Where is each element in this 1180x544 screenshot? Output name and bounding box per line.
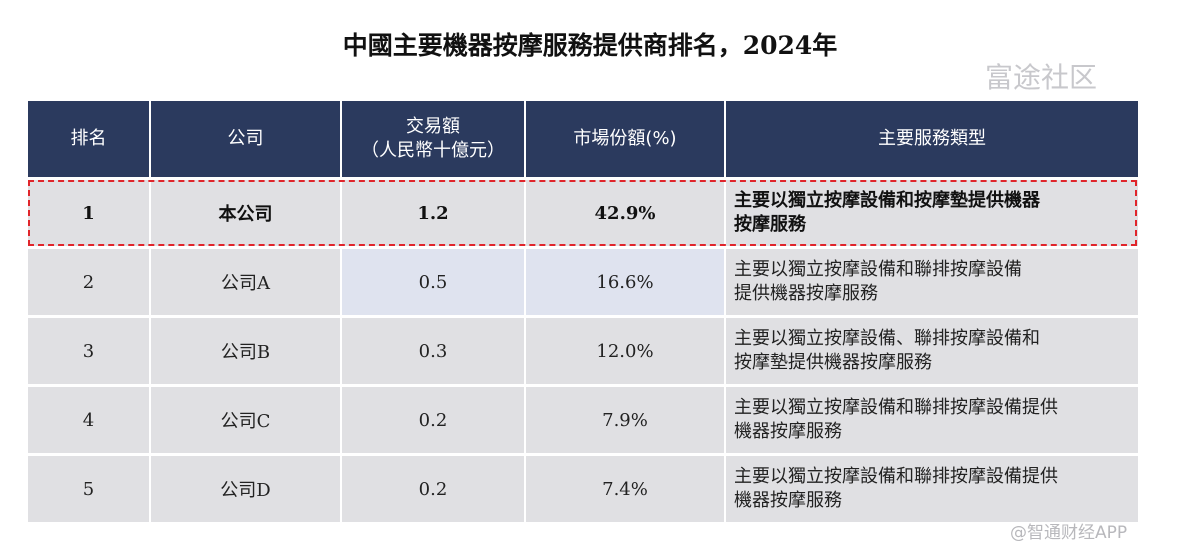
company-cell: 本公司 bbox=[151, 180, 340, 246]
service-line: 提供機器按摩服務 bbox=[734, 283, 878, 304]
rank-cell: 2 bbox=[28, 249, 149, 315]
company-cell: 公司A bbox=[151, 249, 340, 315]
rank-cell: 3 bbox=[28, 318, 149, 384]
value-cell: 1.2 bbox=[342, 180, 524, 246]
header-share: 市場份額(%) bbox=[526, 101, 724, 177]
table-row: 1 本公司 1.2 42.9% 主要以獨立按摩設備和按摩墊提供機器 按摩服務 bbox=[28, 180, 1138, 246]
value-cell: 0.3 bbox=[342, 318, 524, 384]
service-line: 主要以獨立按摩設備和聯排按摩設備 bbox=[734, 259, 1022, 280]
service-line: 機器按摩服務 bbox=[734, 490, 842, 511]
header-value: 交易額 （人民幣十億元） bbox=[342, 101, 524, 177]
share-cell: 16.6% bbox=[526, 249, 724, 315]
table-row: 3 公司B 0.3 12.0% 主要以獨立按摩設備、聯排按摩設備和 按摩墊提供機器按摩服務 bbox=[28, 318, 1138, 384]
header-service: 主要服務類型 bbox=[726, 101, 1138, 177]
service-line: 主要以獨立按摩設備、聯排按摩設備和 bbox=[734, 328, 1040, 349]
service-cell: 主要以獨立按摩設備、聯排按摩設備和 按摩墊提供機器按摩服務 bbox=[726, 318, 1138, 384]
service-line: 按摩服務 bbox=[734, 214, 806, 235]
company-cell: 公司B bbox=[151, 318, 340, 384]
service-cell: 主要以獨立按摩設備和聯排按摩設備提供機器按摩服務 bbox=[726, 456, 1138, 522]
service-line: 機器按摩服務 bbox=[734, 421, 842, 442]
service-line: 主要以獨立按摩設備和聯排按摩設備提供 bbox=[734, 466, 1058, 487]
rank-cell: 5 bbox=[28, 456, 149, 522]
service-cell: 主要以獨立按摩設備和聯排按摩設備提供機器按摩服務 bbox=[726, 249, 1138, 315]
service-cell: 主要以獨立按摩設備和聯排按摩設備提供機器按摩服務 bbox=[726, 387, 1138, 453]
watermark: @智通财经APP bbox=[1010, 523, 1128, 543]
service-cell: 主要以獨立按摩設備和按摩墊提供機器 按摩服務 bbox=[726, 180, 1138, 246]
share-cell: 7.9% bbox=[526, 387, 724, 453]
table-header: 排名 公司 交易額 （人民幣十億元） 市場份額(%) 主要服務類型 bbox=[28, 101, 1138, 177]
header-value-unit: （人民幣十億元） bbox=[361, 140, 505, 161]
header-company: 公司 bbox=[151, 101, 340, 177]
service-line: 主要以獨立按摩設備和按摩墊提供機器 bbox=[734, 190, 1040, 211]
page-title: 中國主要機器按摩服務提供商排名，2024年 bbox=[342, 31, 838, 60]
watermark: 富途社区 bbox=[985, 61, 1098, 94]
service-line: 按摩墊提供機器按摩服務 bbox=[734, 352, 932, 373]
header-rank: 排名 bbox=[28, 101, 149, 177]
rank-cell: 1 bbox=[28, 180, 149, 246]
value-cell: 0.2 bbox=[342, 456, 524, 522]
share-cell: 42.9% bbox=[526, 180, 724, 246]
value-cell: 0.2 bbox=[342, 387, 524, 453]
share-cell: 12.0% bbox=[526, 318, 724, 384]
table-row: 4 公司C 0.2 7.9% 主要以獨立按摩設備和聯排按摩設備提供 機器按摩服務 bbox=[28, 387, 1138, 453]
company-cell: 公司D bbox=[151, 456, 340, 522]
header-value-label: 交易額 bbox=[406, 116, 460, 137]
share-cell: 7.4% bbox=[526, 456, 724, 522]
company-cell: 公司C bbox=[151, 387, 340, 453]
table-row: 5 公司D 0.2 7.4% 主要以獨立按摩設備和聯排按摩設備提供 機器按摩服務 bbox=[28, 456, 1138, 522]
table-row: 2 公司A 0.5 16.6% 主要以獨立按摩設備和聯排按摩設備 提供機器按摩服務 bbox=[28, 249, 1138, 315]
value-cell: 0.5 bbox=[342, 249, 524, 315]
ranking-table: 排名 公司 交易額 （人民幣十億元） 市場份額(%) 主要服務類型 1 本公司 1.2… bbox=[26, 98, 1140, 525]
rank-cell: 4 bbox=[28, 387, 149, 453]
service-line: 主要以獨立按摩設備和聯排按摩設備提供 bbox=[734, 397, 1058, 418]
